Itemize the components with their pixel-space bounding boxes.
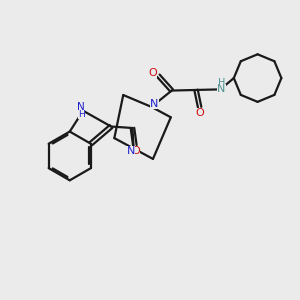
Text: N: N xyxy=(217,84,226,94)
Text: O: O xyxy=(196,108,205,118)
Text: O: O xyxy=(131,146,140,156)
Text: N: N xyxy=(150,99,159,109)
Text: N: N xyxy=(77,102,85,112)
Text: N: N xyxy=(127,146,135,157)
Text: H: H xyxy=(78,110,85,119)
Text: O: O xyxy=(148,68,157,78)
Text: H: H xyxy=(218,78,225,88)
